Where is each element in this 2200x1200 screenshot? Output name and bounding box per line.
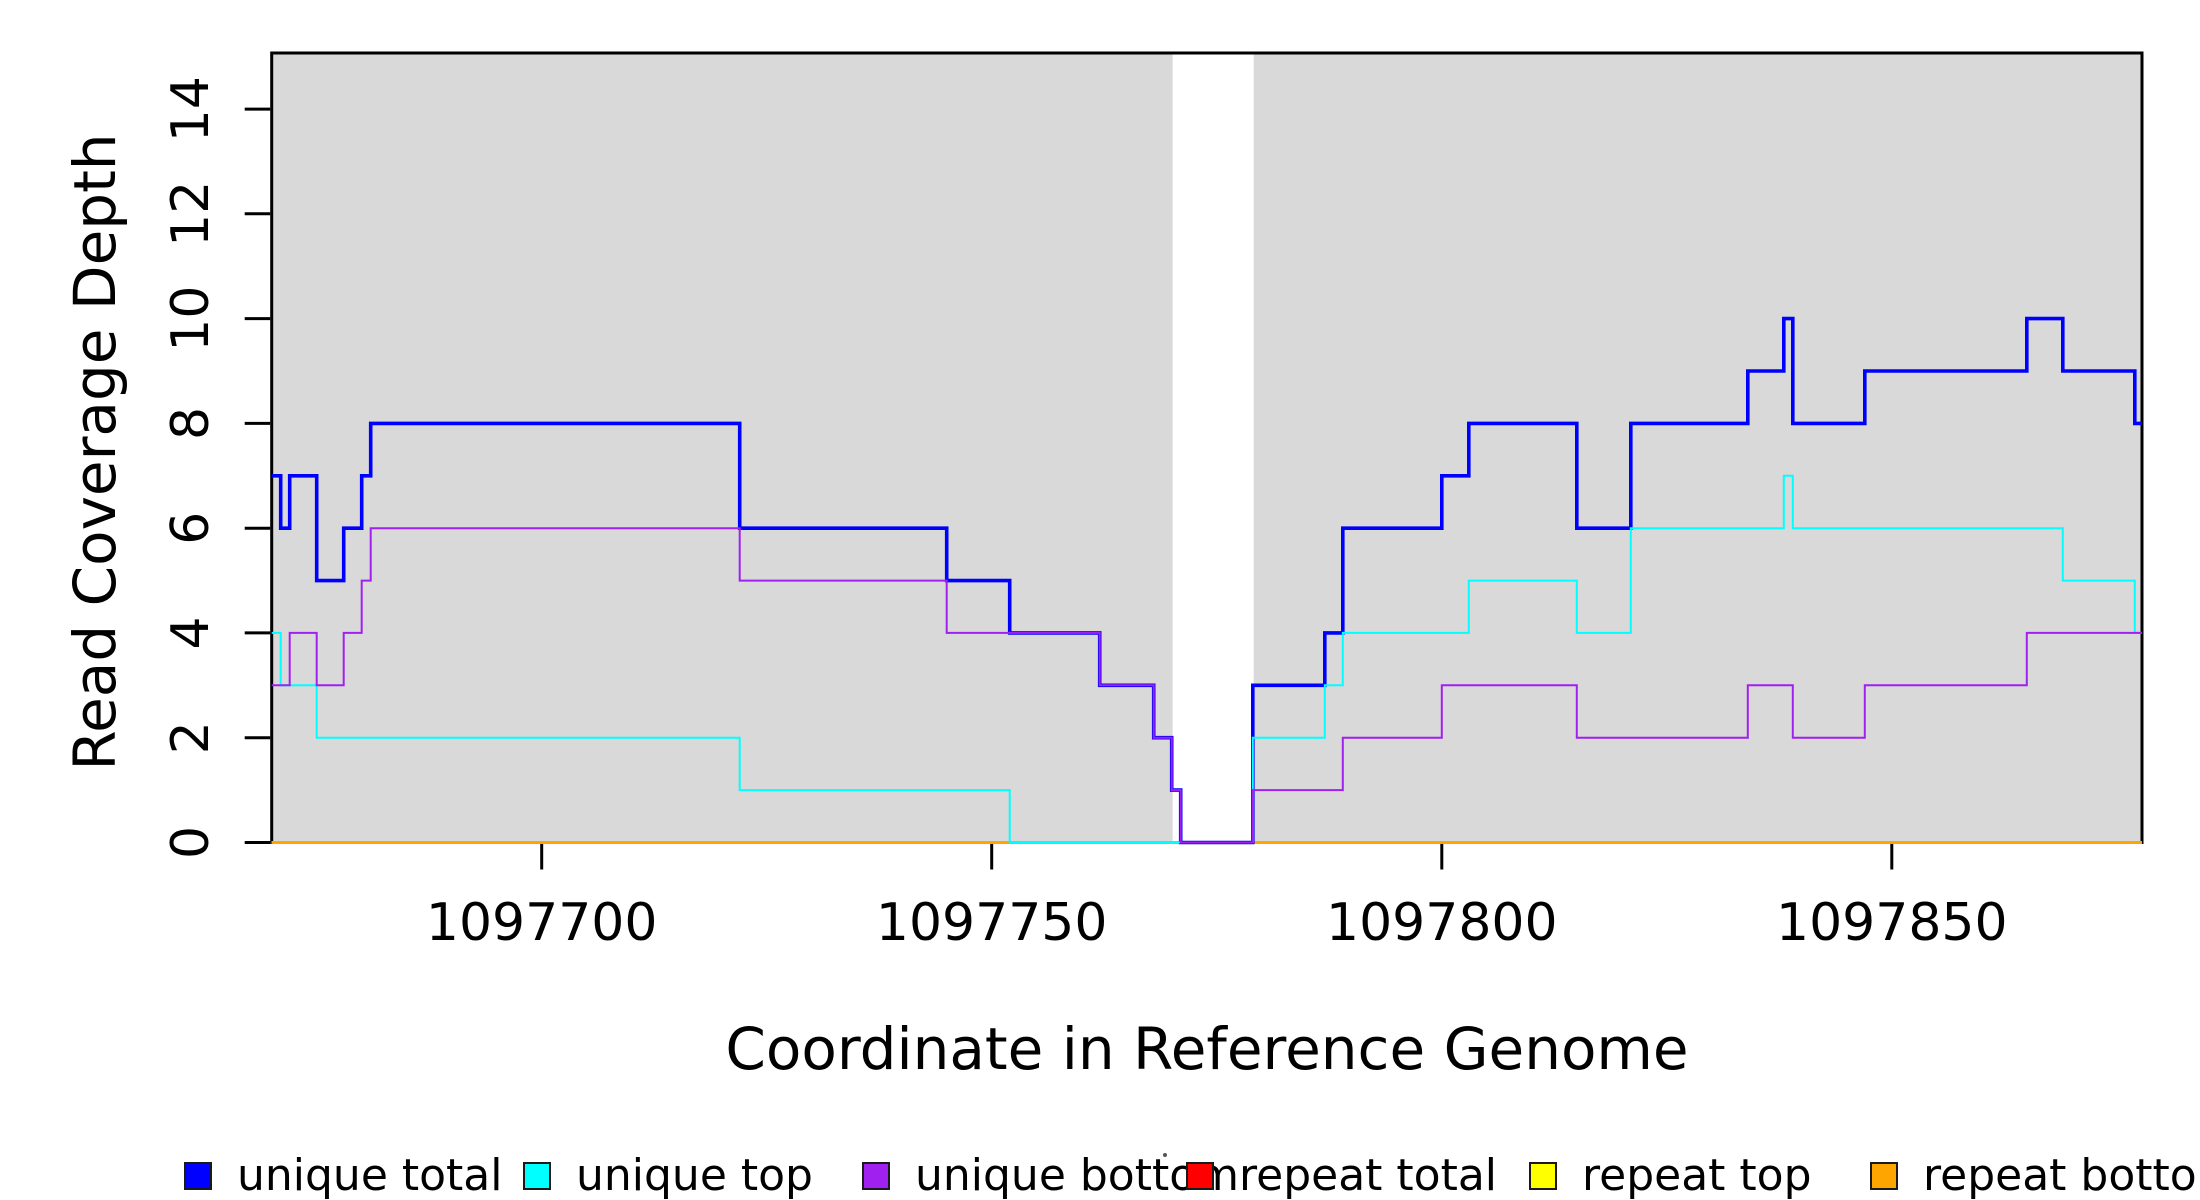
legend-swatch-repeat-top <box>1529 1162 1557 1190</box>
stray-dot <box>1163 1153 1167 1157</box>
y-tick-label: 4 <box>161 616 221 649</box>
legend-item-unique-top: unique top <box>523 1150 813 1200</box>
x-tick-label: 1097700 <box>426 893 658 953</box>
legend-item-repeat-bottom: repeat bottom <box>1870 1150 2200 1200</box>
covered-region-right <box>1253 53 2142 843</box>
legend-label: repeat bottom <box>1923 1150 2200 1200</box>
legend-label: repeat total <box>1239 1150 1498 1200</box>
x-tick-label: 1097750 <box>876 893 1108 953</box>
legend-label: repeat top <box>1582 1150 1812 1200</box>
y-tick-label: 6 <box>161 512 221 545</box>
series-line-unique-bottom <box>271 527 2142 844</box>
legend-item-unique-bottom: unique bottom <box>862 1150 1240 1200</box>
legend-label: unique bottom <box>915 1150 1240 1200</box>
legend-label: unique top <box>576 1150 813 1200</box>
y-tick-label: 2 <box>161 721 221 754</box>
y-axis-title: Read Coverage Depth <box>61 133 129 771</box>
y-tick-label: 12 <box>161 181 221 247</box>
y-tick-label: 0 <box>161 826 221 859</box>
y-tick-label: 10 <box>161 286 221 352</box>
y-tick-label: 14 <box>161 76 221 142</box>
x-tick-label: 1097800 <box>1326 893 1558 953</box>
x-axis-title: Coordinate in Reference Genome <box>725 1015 1689 1083</box>
x-tick-label: 1097850 <box>1776 893 2008 953</box>
legend-swatch-unique-bottom <box>862 1162 890 1190</box>
legend-swatch-unique-total <box>184 1162 212 1190</box>
legend-item-unique-total: unique total <box>184 1150 503 1200</box>
covered-region-left <box>271 53 1173 843</box>
series-line-unique-top <box>271 474 2142 844</box>
legend-label: unique total <box>237 1150 503 1200</box>
legend-swatch-repeat-total <box>1186 1162 1214 1190</box>
legend-item-repeat-top: repeat top <box>1529 1150 1812 1200</box>
legend-item-repeat-total: repeat total <box>1186 1150 1498 1200</box>
y-tick-label: 8 <box>161 407 221 440</box>
legend-swatch-repeat-bottom <box>1870 1162 1898 1190</box>
legend-swatch-unique-top <box>523 1162 551 1190</box>
